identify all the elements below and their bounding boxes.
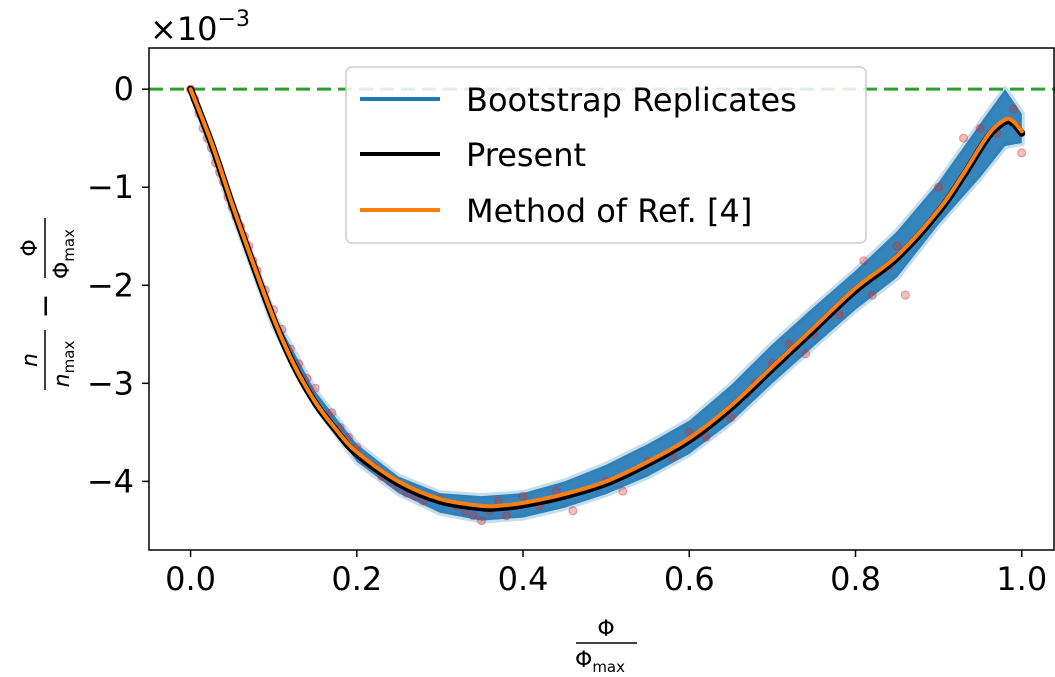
y-tick-label: 0 <box>114 70 134 108</box>
y-tick-label: −4 <box>87 462 134 500</box>
scatter-point <box>701 432 711 442</box>
y-tick-label: −2 <box>87 266 134 304</box>
x-tick-label: 0.2 <box>331 560 382 598</box>
scatter-point <box>892 241 902 251</box>
legend-frame <box>345 66 867 244</box>
scatter-point <box>867 290 877 300</box>
scatter-point <box>518 491 528 501</box>
scatter-point <box>801 349 811 359</box>
scatter-point <box>501 511 511 521</box>
scatter-point <box>859 256 869 266</box>
x-axis-label: Φ Φmax <box>575 617 637 676</box>
y-scale-label: ×10−3 <box>150 7 250 48</box>
scatter-point <box>618 486 628 496</box>
legend-label-present: Present <box>466 136 586 174</box>
y-label-term1-numerator: n <box>18 353 43 367</box>
x-label-denominator: Φmax <box>575 648 625 676</box>
axes-frame <box>148 47 1055 551</box>
scatter-point <box>327 408 337 418</box>
x-tick-label: 0.8 <box>830 560 881 598</box>
y-tick-label: −1 <box>87 168 134 206</box>
y-label-term2-numerator: Φ <box>18 239 43 256</box>
plot-area <box>149 84 1055 526</box>
legend: Bootstrap Replicates Present Method of R… <box>345 66 867 244</box>
axes: 0.0 0.2 0.4 0.6 0.8 1.0 0 −1 −2 −3 −4 <box>87 47 1055 598</box>
y-label-term2-denominator: Φmax <box>50 229 78 279</box>
legend-label-method: Method of Ref. [4] <box>466 192 752 230</box>
scatter-point <box>726 413 736 423</box>
scatter-point <box>468 511 478 521</box>
series-method-ref4-line <box>188 87 1024 509</box>
x-tick-label: 0.6 <box>664 560 715 598</box>
x-tick-label: 0.4 <box>498 560 549 598</box>
scatter-point <box>934 182 944 192</box>
scatter-point <box>1008 104 1018 114</box>
scatter-point <box>975 123 985 133</box>
x-tick-label: 1.0 <box>996 560 1047 598</box>
scatter-point <box>310 383 320 393</box>
y-label-term1-denominator: nmax <box>50 341 78 388</box>
y-axis-label: n nmax − Φ Φmax <box>18 218 78 390</box>
scatter-point <box>959 133 969 143</box>
scatter-point <box>1017 148 1027 158</box>
scatter-point <box>568 506 578 516</box>
legend-label-bootstrap: Bootstrap Replicates <box>466 81 797 119</box>
y-label-minus: − <box>28 293 63 318</box>
scatter-point <box>476 516 486 526</box>
scatter-point <box>834 310 844 320</box>
x-label-numerator: Φ <box>597 617 614 642</box>
scatter-point <box>784 339 794 349</box>
y-tick-label: −3 <box>87 364 134 402</box>
scatter-point <box>900 290 910 300</box>
x-tick-label: 0.0 <box>165 560 216 598</box>
